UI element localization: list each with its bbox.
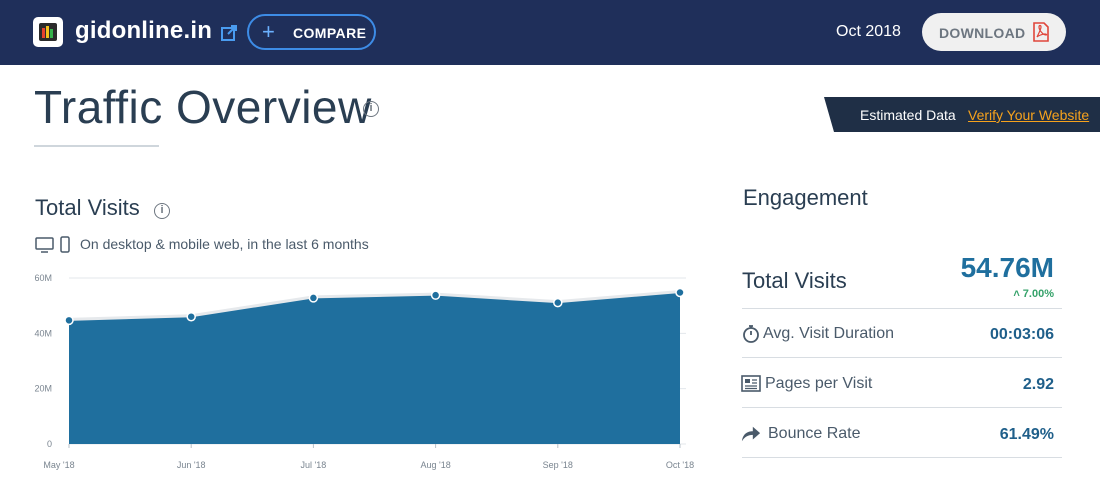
x-tick-label: Oct '18 bbox=[666, 460, 694, 470]
total-visits-info-icon[interactable]: i bbox=[154, 203, 170, 219]
engagement-total-visits-label: Total Visits bbox=[742, 268, 847, 293]
x-tick-label: Sep '18 bbox=[543, 460, 573, 470]
x-tick-label: Aug '18 bbox=[420, 460, 450, 470]
total-visits-subtitle: On desktop & mobile web, in the last 6 m… bbox=[80, 236, 369, 252]
total-visits-change: ˄ 7.00% bbox=[960, 288, 1054, 300]
x-tick-label: Jul '18 bbox=[301, 460, 327, 470]
data-point bbox=[64, 315, 74, 326]
bounce-arrow-icon bbox=[741, 426, 761, 442]
arrow-up-icon: ˄ bbox=[1013, 288, 1020, 300]
external-link-icon[interactable] bbox=[220, 24, 238, 42]
verify-website-link[interactable]: Verify Your Website bbox=[968, 107, 1090, 123]
stopwatch-icon bbox=[743, 325, 759, 343]
engagement-divider bbox=[742, 457, 1062, 458]
metric-value: 2.92 bbox=[1022, 376, 1054, 393]
estimated-data-banner: Estimated Data Verify Your Website bbox=[824, 97, 1100, 132]
page-title: Traffic Overview bbox=[34, 81, 372, 133]
y-tick-label: 0 bbox=[47, 439, 52, 449]
title-divider bbox=[34, 145, 159, 147]
engagement-divider bbox=[742, 407, 1062, 408]
visits-area bbox=[69, 292, 680, 444]
visits-line bbox=[68, 290, 681, 321]
x-tick-label: Jun '18 bbox=[177, 460, 206, 470]
data-point bbox=[430, 290, 441, 300]
download-button-label: DOWNLOAD bbox=[939, 25, 1026, 41]
top-bar: gidonline.in + COMPARE Oct 2018 DOWNLOAD bbox=[0, 0, 1100, 65]
x-tick-label: May '18 bbox=[43, 460, 74, 470]
total-visits-chart: 0 20M 40M 60M May '18 Jun '18 Jul '18 Aug '18 Se… bbox=[34, 273, 694, 470]
site-name: gidonline.in bbox=[75, 17, 213, 44]
data-point bbox=[186, 311, 196, 322]
site-favicon-icon bbox=[33, 17, 63, 47]
download-button[interactable]: DOWNLOAD bbox=[922, 13, 1066, 51]
desktop-mobile-icon bbox=[35, 236, 70, 253]
compare-button-label: COMPARE bbox=[293, 25, 367, 41]
compare-button[interactable]: + COMPARE bbox=[247, 14, 376, 50]
engagement-divider bbox=[742, 357, 1062, 358]
estimated-data-label: Estimated Data bbox=[860, 107, 956, 123]
metric-label: Avg. Visit Duration bbox=[763, 325, 895, 342]
total-visits-title: Total Visits bbox=[35, 195, 140, 220]
metric-value: 61.49% bbox=[999, 426, 1054, 443]
y-tick-label: 60M bbox=[34, 273, 52, 283]
info-icon[interactable]: i bbox=[363, 101, 379, 117]
engagement-divider bbox=[742, 308, 1062, 309]
metric-value: 00:03:06 bbox=[989, 326, 1054, 343]
total-visits-change-value: 7.00% bbox=[1022, 288, 1054, 300]
plus-icon: + bbox=[262, 19, 275, 44]
period-label[interactable]: Oct 2018 bbox=[836, 23, 901, 40]
data-point bbox=[675, 287, 685, 298]
y-tick-label: 40M bbox=[34, 328, 52, 338]
data-point bbox=[553, 297, 563, 308]
y-tick-label: 20M bbox=[34, 384, 52, 394]
data-point bbox=[308, 293, 319, 303]
engagement-total-visits-value: 54.76M bbox=[960, 252, 1054, 283]
pdf-icon bbox=[1033, 22, 1049, 42]
metric-label: Bounce Rate bbox=[768, 425, 861, 442]
pages-icon bbox=[741, 375, 761, 392]
metric-label: Pages per Visit bbox=[765, 375, 873, 392]
engagement-title: Engagement bbox=[743, 185, 868, 210]
